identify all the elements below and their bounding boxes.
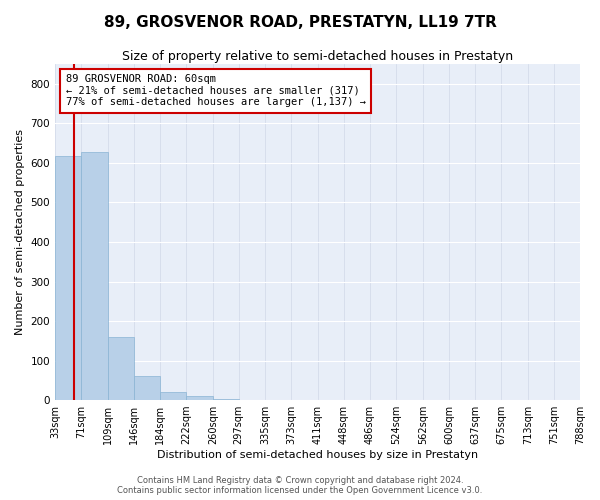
Text: Contains HM Land Registry data © Crown copyright and database right 2024.
Contai: Contains HM Land Registry data © Crown c…: [118, 476, 482, 495]
Bar: [134, 376, 160, 400]
Title: Size of property relative to semi-detached houses in Prestatyn: Size of property relative to semi-detach…: [122, 50, 513, 63]
Bar: [108, 337, 134, 400]
Y-axis label: Number of semi-detached properties: Number of semi-detached properties: [15, 129, 25, 335]
Text: 89, GROSVENOR ROAD, PRESTATYN, LL19 7TR: 89, GROSVENOR ROAD, PRESTATYN, LL19 7TR: [104, 15, 496, 30]
X-axis label: Distribution of semi-detached houses by size in Prestatyn: Distribution of semi-detached houses by …: [157, 450, 478, 460]
Bar: [187, 396, 213, 400]
Text: 89 GROSVENOR ROAD: 60sqm
← 21% of semi-detached houses are smaller (317)
77% of : 89 GROSVENOR ROAD: 60sqm ← 21% of semi-d…: [65, 74, 365, 108]
Bar: [82, 152, 108, 400]
Bar: [160, 392, 187, 400]
Bar: [55, 156, 82, 400]
